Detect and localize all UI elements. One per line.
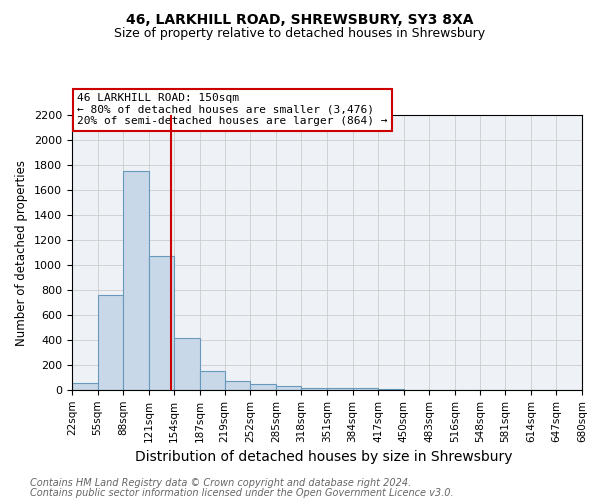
Text: 46 LARKHILL ROAD: 150sqm
← 80% of detached houses are smaller (3,476)
20% of sem: 46 LARKHILL ROAD: 150sqm ← 80% of detach… xyxy=(77,93,388,126)
Text: Contains public sector information licensed under the Open Government Licence v3: Contains public sector information licen… xyxy=(30,488,454,498)
Bar xyxy=(353,388,378,390)
Bar xyxy=(327,388,353,390)
Bar xyxy=(301,388,327,390)
Bar xyxy=(250,384,276,390)
Y-axis label: Number of detached properties: Number of detached properties xyxy=(16,160,28,346)
Text: 46, LARKHILL ROAD, SHREWSBURY, SY3 8XA: 46, LARKHILL ROAD, SHREWSBURY, SY3 8XA xyxy=(126,12,474,26)
Bar xyxy=(123,171,149,390)
Text: Contains HM Land Registry data © Crown copyright and database right 2024.: Contains HM Land Registry data © Crown c… xyxy=(30,478,411,488)
Bar xyxy=(149,256,175,390)
Bar xyxy=(98,295,123,390)
Bar xyxy=(276,386,301,390)
Bar xyxy=(72,382,98,390)
Text: Size of property relative to detached houses in Shrewsbury: Size of property relative to detached ho… xyxy=(115,28,485,40)
Bar xyxy=(200,370,224,390)
Bar xyxy=(175,338,200,390)
Text: Distribution of detached houses by size in Shrewsbury: Distribution of detached houses by size … xyxy=(135,450,513,464)
Bar xyxy=(224,381,250,390)
